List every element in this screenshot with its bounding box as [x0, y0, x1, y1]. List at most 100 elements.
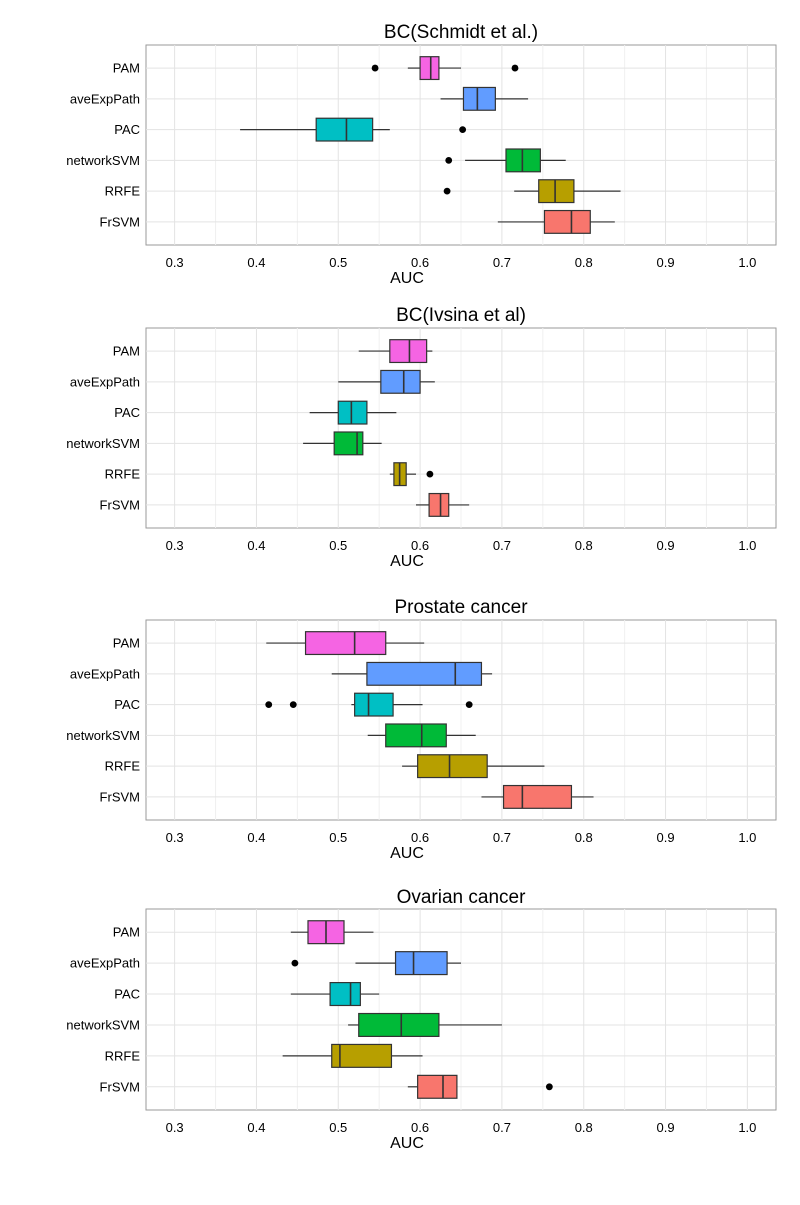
box-aveExpPath	[394, 951, 448, 976]
box-aveExpPath	[462, 86, 496, 111]
chart-title: BC(Schmidt et al.)	[384, 22, 538, 43]
category-label: PAC	[114, 987, 140, 1002]
box-FrSVM	[543, 209, 591, 234]
category-label: FrSVM	[100, 497, 140, 512]
x-tick-label: 0.6	[411, 255, 429, 270]
outlier-point	[371, 64, 379, 72]
category-label: PAC	[114, 122, 140, 137]
x-tick-label: 0.7	[493, 255, 511, 270]
x-axis-label: AUC	[390, 845, 424, 862]
box-PAC	[354, 692, 394, 717]
category-label: PAM	[113, 61, 140, 76]
x-tick-label: 0.5	[329, 255, 347, 270]
category-label: PAC	[114, 697, 140, 712]
outlier-point	[426, 470, 434, 478]
x-tick-label: 0.4	[247, 830, 265, 845]
category-label: aveExpPath	[70, 91, 140, 106]
x-tick-label: 0.6	[411, 1120, 429, 1135]
category-label: PAM	[113, 925, 140, 940]
x-tick-label: 0.5	[329, 1120, 347, 1135]
x-tick-label: 0.3	[166, 1120, 184, 1135]
box-FrSVM	[417, 1074, 458, 1099]
category-label: networkSVM	[66, 436, 140, 451]
category-label: FrSVM	[100, 214, 140, 229]
box-FrSVM	[502, 784, 573, 809]
box-PAC	[329, 981, 361, 1007]
category-label: FrSVM	[100, 1079, 140, 1094]
x-tick-label: 0.8	[575, 1120, 593, 1135]
x-tick-label: 1.0	[738, 1120, 756, 1135]
x-tick-label: 0.3	[166, 830, 184, 845]
x-tick-label: 1.0	[738, 538, 756, 553]
box-aveExpPath	[380, 369, 421, 394]
x-tick-label: 0.5	[329, 538, 347, 553]
category-label: FrSVM	[100, 789, 140, 804]
x-tick-label: 0.4	[247, 1120, 265, 1135]
box-PAC	[337, 400, 368, 425]
x-tick-label: 0.5	[329, 830, 347, 845]
x-tick-label: 0.4	[247, 538, 265, 553]
box-networkSVM	[333, 431, 364, 456]
box-PAM	[389, 339, 428, 364]
x-tick-label: 0.9	[657, 1120, 675, 1135]
x-tick-label: 0.7	[493, 1120, 511, 1135]
chart-panel-4: Ovarian cancer PAM aveExpPath PAC networkSVM…	[66, 887, 777, 1152]
outlier-point	[443, 187, 451, 195]
outlier-point	[289, 701, 297, 709]
x-tick-label: 1.0	[738, 255, 756, 270]
chart-panel-3: Prostate cancer PAM aveExpPath PAC networkSV…	[66, 597, 777, 862]
x-tick-label: 0.6	[411, 830, 429, 845]
category-label: RRFE	[105, 1048, 141, 1063]
box-FrSVM	[428, 492, 450, 517]
box-aveExpPath	[366, 661, 483, 686]
box-networkSVM	[505, 148, 541, 173]
category-label: networkSVM	[66, 153, 140, 168]
x-tick-label: 0.3	[166, 255, 184, 270]
outlier-point	[511, 64, 519, 72]
chart-panel-2: BC(Ivsina et al) PAM aveExpPath PAC networkS…	[66, 305, 777, 570]
box-PAM	[304, 631, 387, 656]
chart-title: Prostate cancer	[394, 597, 528, 618]
box-networkSVM	[358, 1012, 440, 1038]
x-tick-label: 0.8	[575, 255, 593, 270]
x-axis-label: AUC	[390, 553, 424, 570]
chart-title: Ovarian cancer	[397, 887, 527, 908]
x-tick-label: 0.9	[657, 830, 675, 845]
x-tick-label: 0.6	[411, 538, 429, 553]
outlier-point	[445, 156, 453, 164]
box-PAM	[419, 56, 440, 81]
category-label: RRFE	[105, 759, 141, 774]
chart-title: BC(Ivsina et al)	[396, 305, 526, 326]
x-axis-label: AUC	[390, 270, 424, 287]
box-RRFE	[417, 754, 488, 779]
category-label: RRFE	[105, 467, 141, 482]
x-tick-label: 0.7	[493, 830, 511, 845]
box-RRFE	[331, 1043, 393, 1068]
x-tick-label: 1.0	[738, 830, 756, 845]
outlier-point	[545, 1083, 553, 1091]
x-axis-label: AUC	[390, 1135, 424, 1152]
category-label: aveExpPath	[70, 374, 140, 389]
category-label: aveExpPath	[70, 956, 140, 971]
outlier-point	[465, 701, 473, 709]
category-label: PAM	[113, 344, 140, 359]
x-tick-label: 0.8	[575, 830, 593, 845]
box-networkSVM	[385, 723, 447, 748]
category-label: RRFE	[105, 184, 141, 199]
outlier-point	[291, 959, 299, 967]
category-label: PAM	[113, 636, 140, 651]
x-tick-label: 0.3	[166, 538, 184, 553]
x-tick-label: 0.4	[247, 255, 265, 270]
outlier-point	[459, 126, 467, 134]
chart-panel-1: BC(Schmidt et al.) PAM aveExpPath PAC networ…	[66, 22, 777, 287]
box-PAC	[315, 117, 374, 142]
x-tick-label: 0.9	[657, 538, 675, 553]
outlier-point	[265, 701, 273, 709]
box-RRFE	[538, 179, 575, 204]
x-tick-label: 0.8	[575, 538, 593, 553]
x-tick-label: 0.9	[657, 255, 675, 270]
category-label: PAC	[114, 405, 140, 420]
category-label: aveExpPath	[70, 666, 140, 681]
category-label: networkSVM	[66, 1017, 140, 1032]
